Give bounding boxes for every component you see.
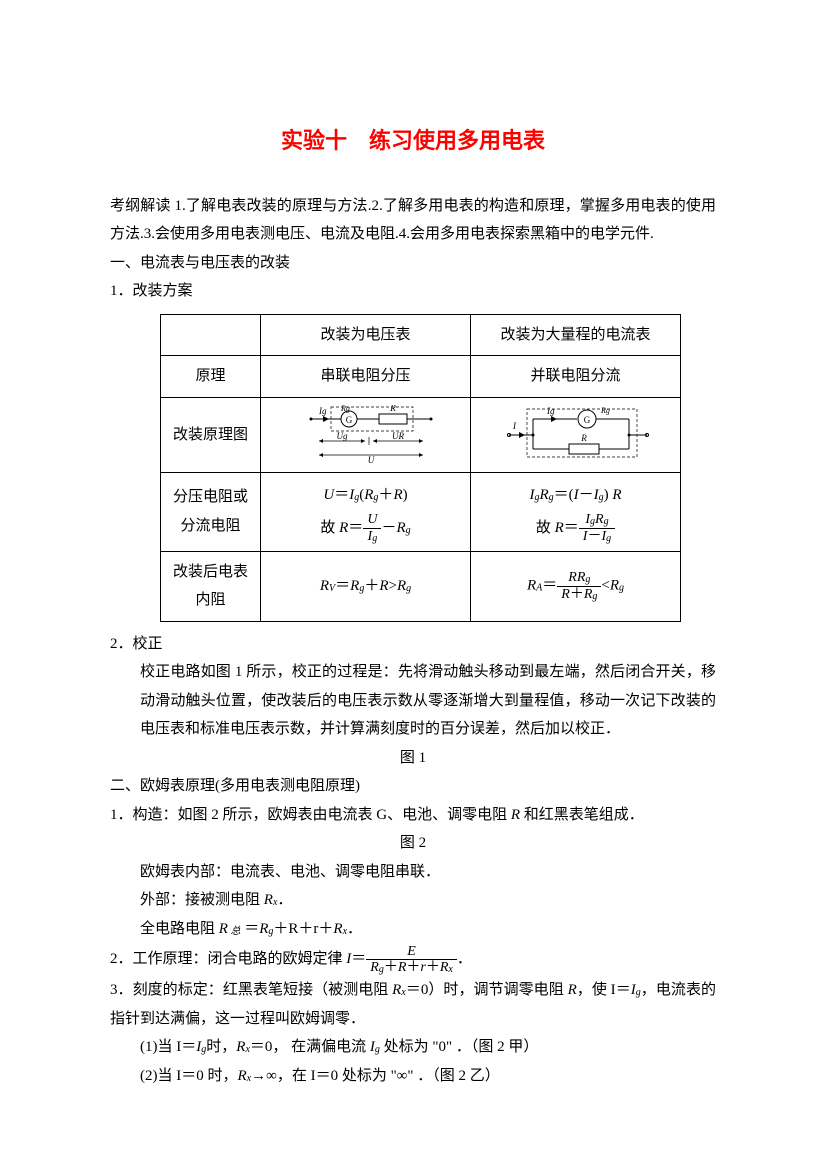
svg-text:Ig: Ig (546, 406, 555, 416)
svg-text:U: U (367, 455, 374, 465)
table-row: 改装后电表内阻 RV＝Rg＋R>Rg RA＝RRgR＋Rg<Rg (161, 551, 681, 621)
cell-voltmeter-eq: U＝Ig(Rg＋R) 故 R＝UIg－Rg (261, 472, 471, 551)
ohmmeter-inside: 欧姆表内部：电流表、电池、调零电阻串联． (110, 858, 716, 887)
text-fragment: ＋R＋r＋ (273, 921, 333, 937)
table-row: 原理 串联电阻分压 并联电阻分流 (161, 356, 681, 398)
text-fragment: ． (277, 892, 292, 908)
text-fragment: (1)当 I＝ (140, 1039, 196, 1055)
row-label-resistor: 分压电阻或分流电阻 (161, 472, 261, 551)
section-2-sub-1: (1)当 I＝Ig时，Rx＝0， 在满偏电流 Ig 处标为 "0" ．（图 2 … (110, 1033, 716, 1062)
svg-text:Rg: Rg (340, 405, 350, 413)
cell-voltmeter-diagram: G Rg R Ig (261, 397, 471, 472)
svg-text:I: I (512, 421, 517, 431)
table-row: 改装为电压表 改装为大量程的电流表 (161, 314, 681, 356)
intro-paragraph: 考纲解读 1.了解电表改装的原理与方法.2.了解多用电表的构造和原理，掌握多用电… (110, 192, 716, 249)
svg-text:R: R (580, 433, 587, 443)
text-fragment: ＝ (240, 921, 259, 937)
table-row: 改装原理图 G Rg R Ig (161, 397, 681, 472)
figure-1-label: 图 1 (110, 744, 716, 773)
svg-text:Rg: Rg (600, 406, 610, 415)
table-head-ammeter: 改装为大量程的电流表 (471, 314, 681, 356)
section-1-item-2: 2．校正 (110, 630, 716, 659)
section-2-sub-2: (2)当 I＝0 时，Rx→∞，在 I＝0 处标为 "∞" ．（图 2 乙） (110, 1062, 716, 1091)
text-fragment: ． (457, 951, 472, 967)
cell-voltmeter-principle: 串联电阻分压 (261, 356, 471, 398)
text-fragment: 处标为 "0" ．（图 2 甲） (380, 1039, 539, 1055)
text-fragment: ＝0）时，调节调零电阻 (406, 982, 568, 998)
svg-text:G: G (345, 415, 352, 425)
voltmeter-schematic-icon: G Rg R Ig (281, 405, 451, 465)
text-fragment: ，使 I＝ (577, 982, 631, 998)
svg-text:R: R (389, 405, 396, 413)
text-fragment: ． (347, 921, 362, 937)
text-fragment: 时， (206, 1039, 236, 1055)
svg-text:Ig: Ig (318, 406, 327, 416)
svg-text:UR: UR (392, 431, 404, 441)
svg-text:Ug: Ug (336, 431, 347, 441)
text-fragment: (2)当 I＝0 时， (140, 1068, 238, 1084)
row-label-principle: 原理 (161, 356, 261, 398)
svg-text:G: G (583, 415, 590, 425)
section-2-item-2: 2．工作原理：闭合电路的欧姆定律 I＝ERg＋R＋r＋Rx． (110, 943, 716, 976)
cell-ammeter-diagram: I Ig G Rg (471, 397, 681, 472)
section-2-item-3: 3．刻度的标定：红黑表笔短接（被测电阻 Rx＝0）时，调节调零电阻 R，使 I＝… (110, 976, 716, 1033)
page-title: 实验十 练习使用多用电表 (110, 120, 716, 162)
table-row: 分压电阻或分流电阻 U＝Ig(Rg＋R) 故 R＝UIg－Rg IgRg＝(I－… (161, 472, 681, 551)
figure-2-label: 图 2 (110, 829, 716, 858)
ohmmeter-outside: 外部：接被测电阻 Rx． (110, 886, 716, 915)
section-2-heading: 二、欧姆表原理(多用电表测电阻原理) (110, 772, 716, 801)
text-fragment: 和红黑表笔组成． (520, 807, 644, 823)
text-fragment: 2．工作原理：闭合电路的欧姆定律 (110, 951, 346, 967)
text-fragment: 全电路电阻 (140, 921, 219, 937)
table-head-voltmeter: 改装为电压表 (261, 314, 471, 356)
section-2-item-1: 1．构造：如图 2 所示，欧姆表由电流表 G、电池、调零电阻 R 和红黑表笔组成… (110, 801, 716, 830)
text-fragment: E (407, 944, 416, 959)
text-fragment: 1．构造：如图 2 所示，欧姆表由电流表 G、电池、调零电阻 (110, 807, 511, 823)
section-1-item-2-body: 校正电路如图 1 所示，校正的过程是：先将滑动触头移动到最左端，然后闭合开关，移… (110, 658, 716, 744)
ammeter-schematic-icon: I Ig G Rg (491, 405, 661, 465)
ohmmeter-total-r: 全电路电阻 R 总 ＝Rg＋R＋r＋Rx． (110, 915, 716, 944)
conversion-table: 改装为电压表 改装为大量程的电流表 原理 串联电阻分压 并联电阻分流 改装原理图… (160, 314, 681, 622)
row-label-internal-r: 改装后电表内阻 (161, 551, 261, 621)
section-1-item-1: 1．改装方案 (110, 277, 716, 306)
text-fragment: →∞，在 I＝0 处标为 "∞" ．（图 2 乙） (251, 1068, 500, 1084)
text-fragment: 3．刻度的标定：红黑表笔短接（被测电阻 (110, 982, 392, 998)
cell-ammeter-ra: RA＝RRgR＋Rg<Rg (471, 551, 681, 621)
cell-ammeter-principle: 并联电阻分流 (471, 356, 681, 398)
text-fragment: 外部：接被测电阻 (140, 892, 264, 908)
text-fragment: ＝0， 在满偏电流 (250, 1039, 370, 1055)
cell-ammeter-eq: IgRg＝(I－Ig) R 故 R＝IgRgI－Ig (471, 472, 681, 551)
row-label-diagram: 改装原理图 (161, 397, 261, 472)
cell-voltmeter-rv: RV＝Rg＋R>Rg (261, 551, 471, 621)
table-head-blank (161, 314, 261, 356)
section-1-heading: 一、电流表与电压表的改装 (110, 249, 716, 278)
